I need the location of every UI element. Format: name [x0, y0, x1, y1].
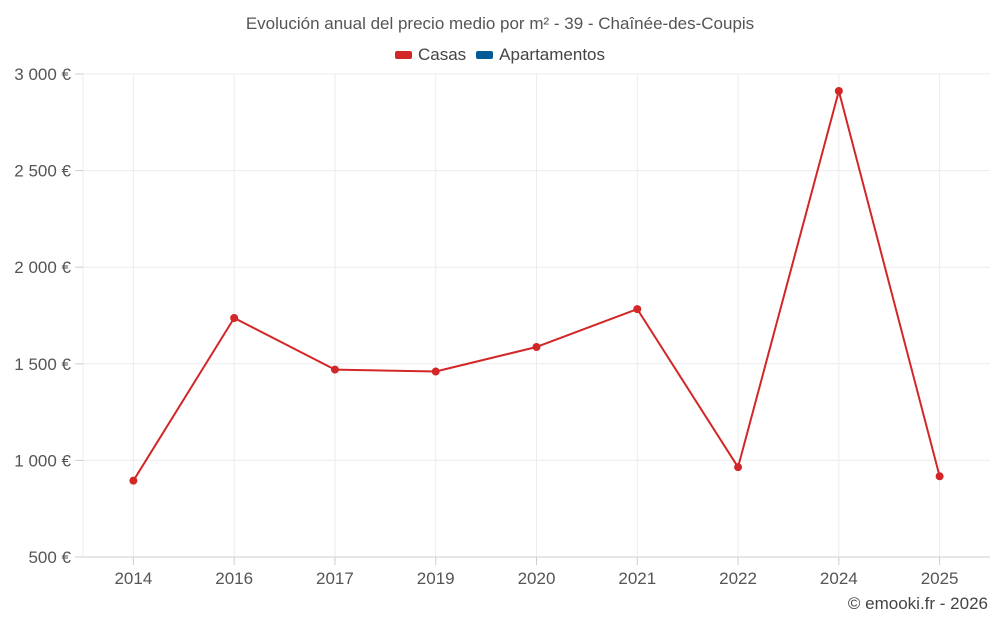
y-tick-label: 500 €: [28, 548, 71, 567]
data-point-casas-2017[interactable]: [330, 365, 339, 374]
legend-label-apartamentos: Apartamentos: [499, 45, 606, 64]
x-tick-label: 2022: [719, 569, 757, 588]
y-tick-label: 2 500 €: [14, 162, 71, 181]
y-tick-label: 1 500 €: [14, 355, 71, 374]
series-layer: [129, 87, 944, 485]
y-tick-label: 1 000 €: [14, 451, 71, 470]
legend: Casas Apartamentos: [0, 45, 1000, 65]
data-point-casas-2014[interactable]: [129, 476, 138, 485]
x-tick-label: 2020: [518, 569, 556, 588]
legend-swatch-apartamentos: [476, 51, 494, 59]
grid-lines: [82, 73, 990, 558]
data-point-casas-2019[interactable]: [431, 367, 440, 376]
x-tick-label: 2016: [215, 569, 253, 588]
x-axis-ticks: 2014 2016 2017 2019 2020 2021 2022 2024 2025: [114, 557, 959, 588]
x-tick-label: 2021: [618, 569, 656, 588]
data-point-casas-2024[interactable]: [834, 87, 843, 96]
legend-swatch-casas: [394, 51, 412, 59]
credit-text: © emooki.fr - 2026: [847, 594, 988, 613]
x-tick-label: 2014: [114, 569, 152, 588]
data-point-casas-2021[interactable]: [633, 305, 642, 314]
y-axis-ticks: 500 € 1 000 € 1 500 € 2 000 € 2 500 € 3 000 €: [14, 65, 83, 567]
y-tick-label: 2 000 €: [14, 258, 71, 277]
data-point-casas-2025[interactable]: [935, 472, 944, 481]
legend-item-casas[interactable]: Casas: [394, 45, 467, 65]
legend-item-apartamentos[interactable]: Apartamentos: [476, 45, 605, 65]
data-point-casas-2020[interactable]: [532, 342, 541, 351]
y-tick-label: 3 000 €: [14, 65, 71, 84]
data-point-casas-2016[interactable]: [230, 314, 239, 323]
legend-label-casas: Casas: [417, 45, 467, 64]
x-tick-label: 2019: [417, 569, 455, 588]
x-tick-label: 2017: [316, 569, 354, 588]
data-point-casas-2022[interactable]: [734, 463, 743, 472]
chart-title: Evolución anual del precio medio por m² …: [245, 14, 755, 33]
x-tick-label: 2024: [820, 569, 858, 588]
x-tick-label: 2025: [921, 569, 959, 588]
